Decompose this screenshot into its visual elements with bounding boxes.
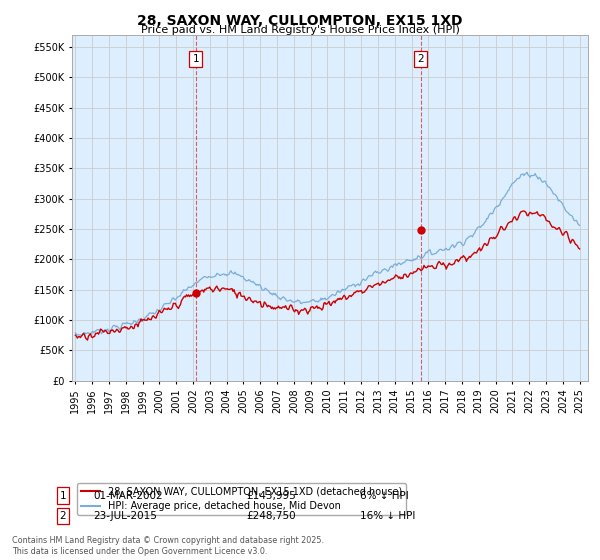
Text: Contains HM Land Registry data © Crown copyright and database right 2025.
This d: Contains HM Land Registry data © Crown c… [12,536,324,556]
Text: 2: 2 [59,511,67,521]
Text: Price paid vs. HM Land Registry's House Price Index (HPI): Price paid vs. HM Land Registry's House … [140,25,460,35]
Text: 01-MAR-2002: 01-MAR-2002 [93,491,163,501]
Text: 16% ↓ HPI: 16% ↓ HPI [360,511,415,521]
Legend: 28, SAXON WAY, CULLOMPTON, EX15 1XD (detached house), HPI: Average price, detach: 28, SAXON WAY, CULLOMPTON, EX15 1XD (det… [77,483,406,515]
Text: 28, SAXON WAY, CULLOMPTON, EX15 1XD: 28, SAXON WAY, CULLOMPTON, EX15 1XD [137,14,463,28]
Text: 2: 2 [418,54,424,64]
Text: 6% ↓ HPI: 6% ↓ HPI [360,491,409,501]
Text: 1: 1 [59,491,67,501]
Text: £248,750: £248,750 [246,511,296,521]
Text: 23-JUL-2015: 23-JUL-2015 [93,511,157,521]
Text: £143,995: £143,995 [246,491,296,501]
Text: 1: 1 [193,54,199,64]
